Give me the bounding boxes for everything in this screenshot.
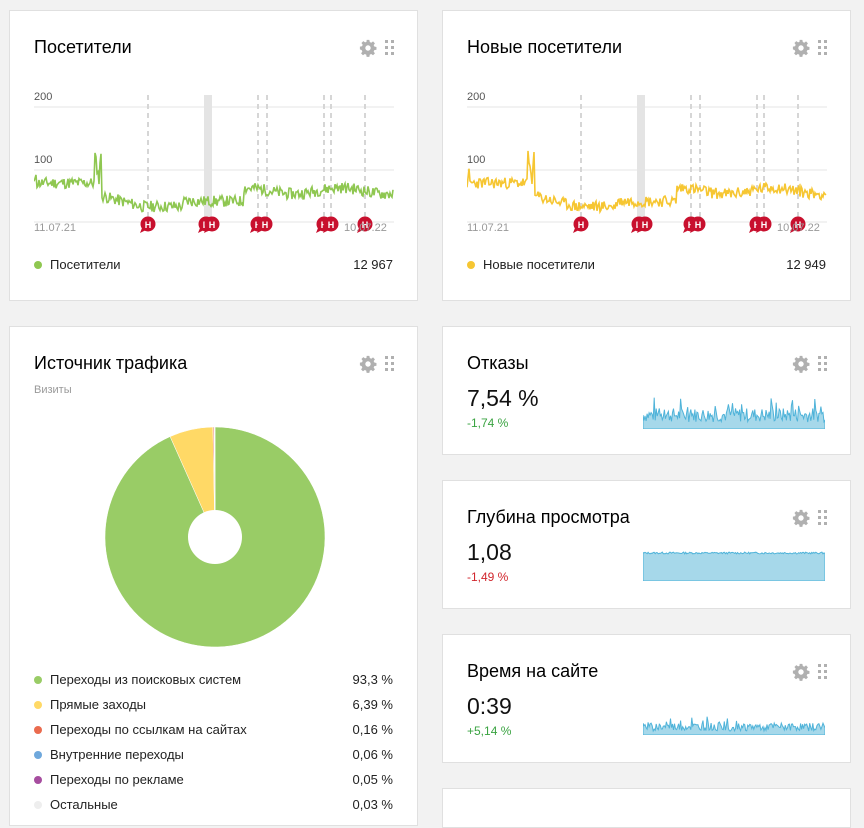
time-card: Время на сайте 0:39 +5,14 % <box>442 634 851 763</box>
traffic-legend-item[interactable]: Прямые заходы <box>34 697 146 712</box>
drag-handle-icon[interactable] <box>385 356 395 372</box>
legend-label: Новые посетители <box>483 257 595 272</box>
traffic-legend-item[interactable]: Переходы по ссылкам на сайтах <box>34 722 247 737</box>
new-visitors-title: Новые посетители <box>467 37 622 58</box>
legend-dot <box>34 726 42 734</box>
pie-hole <box>188 510 242 564</box>
visitors-line-chart: НННННННН <box>34 85 394 235</box>
legend-label: Переходы из поисковых систем <box>50 672 241 687</box>
new-visitors-total: 12 949 <box>786 257 826 272</box>
gear-icon[interactable] <box>792 663 810 681</box>
event-marker-label: Н <box>145 220 152 230</box>
traffic-legend-item[interactable]: Внутренние переходы <box>34 747 184 762</box>
visitors-title: Посетители <box>34 37 132 58</box>
sparkline-area <box>643 717 825 735</box>
bounces-title: Отказы <box>467 353 529 374</box>
legend-label: Остальные <box>50 797 118 812</box>
legend-label: Переходы по ссылкам на сайтах <box>50 722 247 737</box>
depth-value: 1,08 <box>467 539 512 566</box>
gear-icon[interactable] <box>359 39 377 57</box>
gear-icon[interactable] <box>792 509 810 527</box>
new-visitors-line-chart: НННННННН <box>467 85 827 235</box>
drag-handle-icon[interactable] <box>818 510 828 526</box>
series-line <box>467 151 826 212</box>
legend-dot <box>34 676 42 684</box>
legend-dot <box>34 801 42 809</box>
traffic-source-card: Источник трафика Визиты Переходы из поис… <box>9 326 418 826</box>
legend-dot <box>34 261 42 269</box>
bounces-card: Отказы 7,54 % -1,74 % <box>442 326 851 455</box>
drag-handle-icon[interactable] <box>818 664 828 680</box>
gear-icon[interactable] <box>792 355 810 373</box>
bounces-value: 7,54 % <box>467 385 539 412</box>
depth-card: Глубина просмотра 1,08 -1,49 % <box>442 480 851 609</box>
legend-dot <box>34 701 42 709</box>
drag-handle-icon[interactable] <box>818 356 828 372</box>
legend-value: 0,06 % <box>353 747 393 762</box>
legend-value: 0,16 % <box>353 722 393 737</box>
series-line <box>34 153 393 212</box>
time-value: 0:39 <box>467 693 512 720</box>
time-title: Время на сайте <box>467 661 598 682</box>
event-marker-label: Н <box>328 220 335 230</box>
event-marker-label: Н <box>578 220 585 230</box>
time-delta: +5,14 % <box>467 724 511 738</box>
new-visitors-card: Новые посетители 200 100 НННННННН 11.07.… <box>442 10 851 301</box>
depth-delta: -1,49 % <box>467 570 508 584</box>
legend-label: Прямые заходы <box>50 697 146 712</box>
sparkline-area <box>643 552 825 581</box>
visitors-card: Посетители 200 100 НННННННН 11.07.21 10.… <box>9 10 418 301</box>
event-marker-label: Н <box>642 220 649 230</box>
next-card <box>442 788 851 828</box>
event-marker-label: Н <box>209 220 216 230</box>
legend-value: 0,03 % <box>353 797 393 812</box>
x-end-label: 10.07.22 <box>777 222 820 234</box>
legend-label: Переходы по рекламе <box>50 772 184 787</box>
legend-dot <box>467 261 475 269</box>
new-visitors-legend[interactable]: Новые посетители <box>467 257 595 272</box>
depth-sparkline <box>643 547 825 581</box>
visitors-total: 12 967 <box>353 257 393 272</box>
legend-value: 93,3 % <box>353 672 393 687</box>
legend-value: 6,39 % <box>353 697 393 712</box>
drag-handle-icon[interactable] <box>818 40 828 56</box>
gear-icon[interactable] <box>359 355 377 373</box>
event-marker-label: Н <box>262 220 269 230</box>
event-marker[interactable]: Н <box>140 217 156 234</box>
legend-dot <box>34 751 42 759</box>
time-sparkline <box>643 705 825 735</box>
depth-title: Глубина просмотра <box>467 507 630 528</box>
x-start-label: 11.07.21 <box>467 222 509 234</box>
event-marker-label: Н <box>761 220 768 230</box>
legend-label: Посетители <box>50 257 121 272</box>
traffic-title: Источник трафика <box>34 353 187 374</box>
event-marker[interactable]: Н <box>573 217 589 234</box>
x-end-label: 10.07.22 <box>344 222 387 234</box>
event-marker-label: Н <box>695 220 702 230</box>
x-start-label: 11.07.21 <box>34 222 76 234</box>
legend-label: Внутренние переходы <box>50 747 184 762</box>
legend-dot <box>34 776 42 784</box>
gear-icon[interactable] <box>792 39 810 57</box>
visitors-legend[interactable]: Посетители <box>34 257 121 272</box>
traffic-subtitle: Визиты <box>34 384 72 396</box>
traffic-legend-item[interactable]: Остальные <box>34 797 118 812</box>
traffic-pie-chart <box>100 422 330 652</box>
traffic-legend-item[interactable]: Переходы из поисковых систем <box>34 672 241 687</box>
drag-handle-icon[interactable] <box>385 40 395 56</box>
traffic-legend-item[interactable]: Переходы по рекламе <box>34 772 184 787</box>
legend-value: 0,05 % <box>353 772 393 787</box>
sparkline-area <box>643 398 825 429</box>
bounces-sparkline <box>643 389 825 429</box>
bounces-delta: -1,74 % <box>467 416 508 430</box>
